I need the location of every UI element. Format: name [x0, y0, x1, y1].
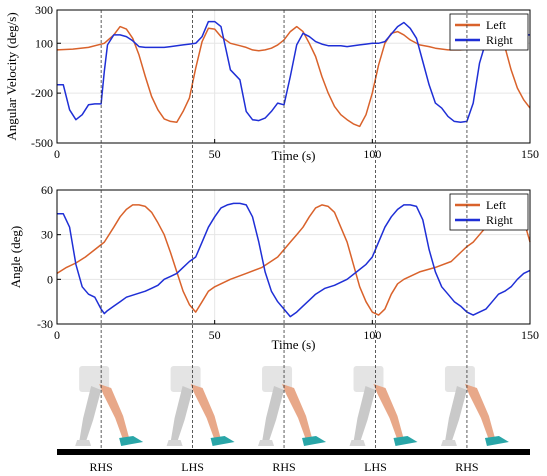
ghost-shoe-shape [258, 440, 275, 446]
walker-figure [349, 366, 418, 446]
y-tick-label: -200 [31, 86, 53, 100]
y-axis-label: Angle (deg) [8, 226, 23, 288]
y-tick-label: -500 [31, 136, 53, 150]
x-tick-label: 50 [209, 147, 221, 161]
legend-label-right: Right [486, 33, 513, 47]
x-tick-label: 50 [209, 328, 221, 342]
front-shoe-shape [393, 436, 418, 446]
ghost-leg-shape [353, 386, 376, 444]
series-line-right [57, 202, 531, 318]
x-tick-label: 150 [521, 147, 539, 161]
ghost-leg-shape [170, 386, 193, 444]
front-leg-shape [282, 384, 313, 440]
y-tick-label: -30 [37, 317, 53, 331]
x-tick-label: 100 [363, 147, 381, 161]
ghost-leg-shape [79, 386, 102, 444]
heel-strike-labels: RHS LHS RHS LHS RHS [89, 460, 478, 474]
walker-figure [258, 366, 327, 446]
x-tick-label: 0 [54, 147, 60, 161]
y-tick-label: 60 [41, 183, 53, 197]
front-leg-shape [190, 384, 221, 440]
legend-label-left: Left [486, 18, 507, 32]
walker-figure [75, 366, 144, 446]
ghost-shoe-shape [75, 440, 92, 446]
legend-box [449, 13, 529, 51]
ghost-shoe-shape [349, 440, 366, 446]
front-leg-shape [464, 384, 495, 440]
legend-box [449, 193, 529, 231]
series-line-left [56, 204, 531, 316]
event-label: RHS [89, 460, 112, 474]
legend-label-right: Right [486, 213, 513, 227]
front-shoe-shape [119, 436, 144, 446]
front-leg-shape [373, 384, 404, 440]
y-tick-label: 0 [47, 272, 53, 286]
y-tick-label: 30 [41, 228, 53, 242]
ghost-shoe-shape [166, 440, 183, 446]
walker-figure [440, 366, 509, 446]
series-line-right [57, 20, 530, 123]
front-shoe-shape [210, 436, 235, 446]
plot-frame [56, 9, 531, 144]
y-axis-label: Angular Velocity (deg/s) [4, 12, 19, 140]
ghost-leg-shape [262, 386, 285, 444]
event-label: RHS [455, 460, 478, 474]
x-axis-label: Time (s) [272, 148, 316, 163]
event-label: LHS [181, 460, 204, 474]
x-tick-label: 100 [363, 328, 381, 342]
front-shoe-shape [484, 436, 509, 446]
event-label: LHS [364, 460, 387, 474]
ground-bar [57, 449, 530, 455]
ghost-shoe-shape [440, 440, 457, 446]
plot-frame [56, 189, 531, 325]
ghost-leg-shape [444, 386, 467, 444]
y-tick-label: 100 [35, 36, 53, 50]
event-label: RHS [272, 460, 295, 474]
legend-label-left: Left [486, 198, 507, 212]
front-leg-shape [99, 384, 130, 440]
x-axis-label: Time (s) [272, 337, 316, 352]
x-tick-label: 0 [54, 328, 60, 342]
front-shoe-shape [302, 436, 327, 446]
x-tick-label: 150 [521, 328, 539, 342]
walker-figure [166, 366, 235, 446]
gait-illustration [75, 366, 509, 446]
y-tick-label: 300 [35, 3, 53, 17]
heel-strike-lines [100, 10, 468, 450]
